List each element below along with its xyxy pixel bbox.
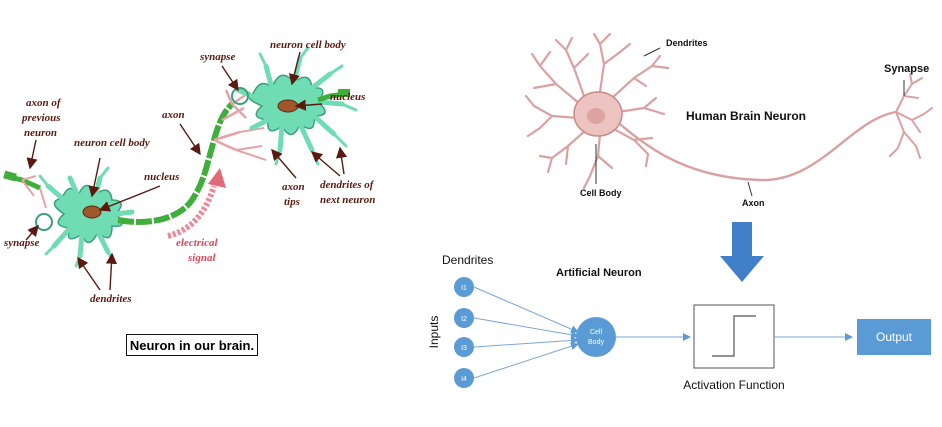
label-neuron-cell-body-1: neuron cell body [74, 137, 150, 149]
neuron-1-axon [117, 101, 235, 225]
bio-label-synapse: Synapse [884, 63, 929, 75]
label-dendrites-next-2: next neuron [320, 194, 375, 206]
label-axon: axon [162, 109, 185, 121]
input-node-4: I4 [454, 368, 474, 388]
art-cell-body-label-2: Body [588, 339, 604, 346]
synapse-1-marker [35, 213, 53, 231]
synapse-2-marker [231, 87, 249, 105]
label-synapse-2: synapse [199, 51, 236, 63]
output-box: Output [857, 319, 931, 355]
art-cell-body-node: Cell Body [576, 317, 616, 357]
label-axon-previous-2: previous [21, 112, 61, 124]
label-axon-previous-3: neuron [24, 127, 57, 139]
input-node-3: I3 [454, 337, 474, 357]
human-brain-neuron-illustration: Dendrites Human Brain Neuron Synapse Cel… [524, 32, 933, 208]
label-synapse-1: synapse [3, 237, 40, 249]
activation-function-box [693, 304, 775, 369]
bio-title: Human Brain Neuron [686, 109, 806, 123]
label-neuron-cell-body-2: neuron cell body [270, 39, 346, 51]
label-axon-tips-2: tips [284, 196, 300, 208]
step-function-curve [712, 315, 756, 357]
input-node-4-label: I4 [461, 376, 467, 383]
nucleus-2 [277, 99, 299, 113]
bio-label-axon: Axon [742, 198, 765, 208]
label-signal: signal [187, 252, 216, 264]
input-node-3-label: I3 [461, 345, 467, 352]
activation-function-label: Activation Function [683, 378, 784, 392]
label-dendrites: dendrites [90, 293, 132, 305]
electrical-signal-arrow [167, 185, 217, 239]
input-node-1: I1 [454, 277, 474, 297]
input-node-2: I2 [454, 308, 474, 328]
bio-label-dendrites: Dendrites [666, 38, 708, 48]
art-cell-body-label-1: Cell [590, 329, 603, 336]
label-nucleus-1: nucleus [144, 171, 179, 183]
label-dendrites-next-1: dendrites of [320, 179, 375, 191]
input-node-1-label: I1 [461, 285, 467, 292]
art-label-dendrites: Dendrites [442, 253, 493, 267]
label-nucleus-2: nucleus [330, 91, 365, 103]
bio-nucleus [587, 108, 605, 124]
left-caption: Neuron in our brain. [126, 334, 258, 356]
art-label-inputs: Inputs [427, 316, 441, 349]
left-neuron-illustration: axon of previous neuron neuron cell body… [3, 39, 375, 305]
input-node-2-label: I2 [461, 316, 467, 323]
transition-arrow-down [720, 222, 764, 282]
output-label: Output [876, 330, 913, 344]
bio-axon [619, 110, 897, 182]
label-electrical: electrical [176, 237, 218, 249]
label-axon-tips-1: axon [282, 181, 305, 193]
artificial-neuron-diagram: Dendrites Artificial Neuron Inputs I1 I2… [427, 253, 931, 392]
nucleus-1 [82, 205, 102, 219]
art-title: Artificial Neuron [556, 267, 642, 279]
label-axon-previous-1: axon of [26, 97, 62, 109]
bio-label-cell-body: Cell Body [580, 188, 622, 198]
